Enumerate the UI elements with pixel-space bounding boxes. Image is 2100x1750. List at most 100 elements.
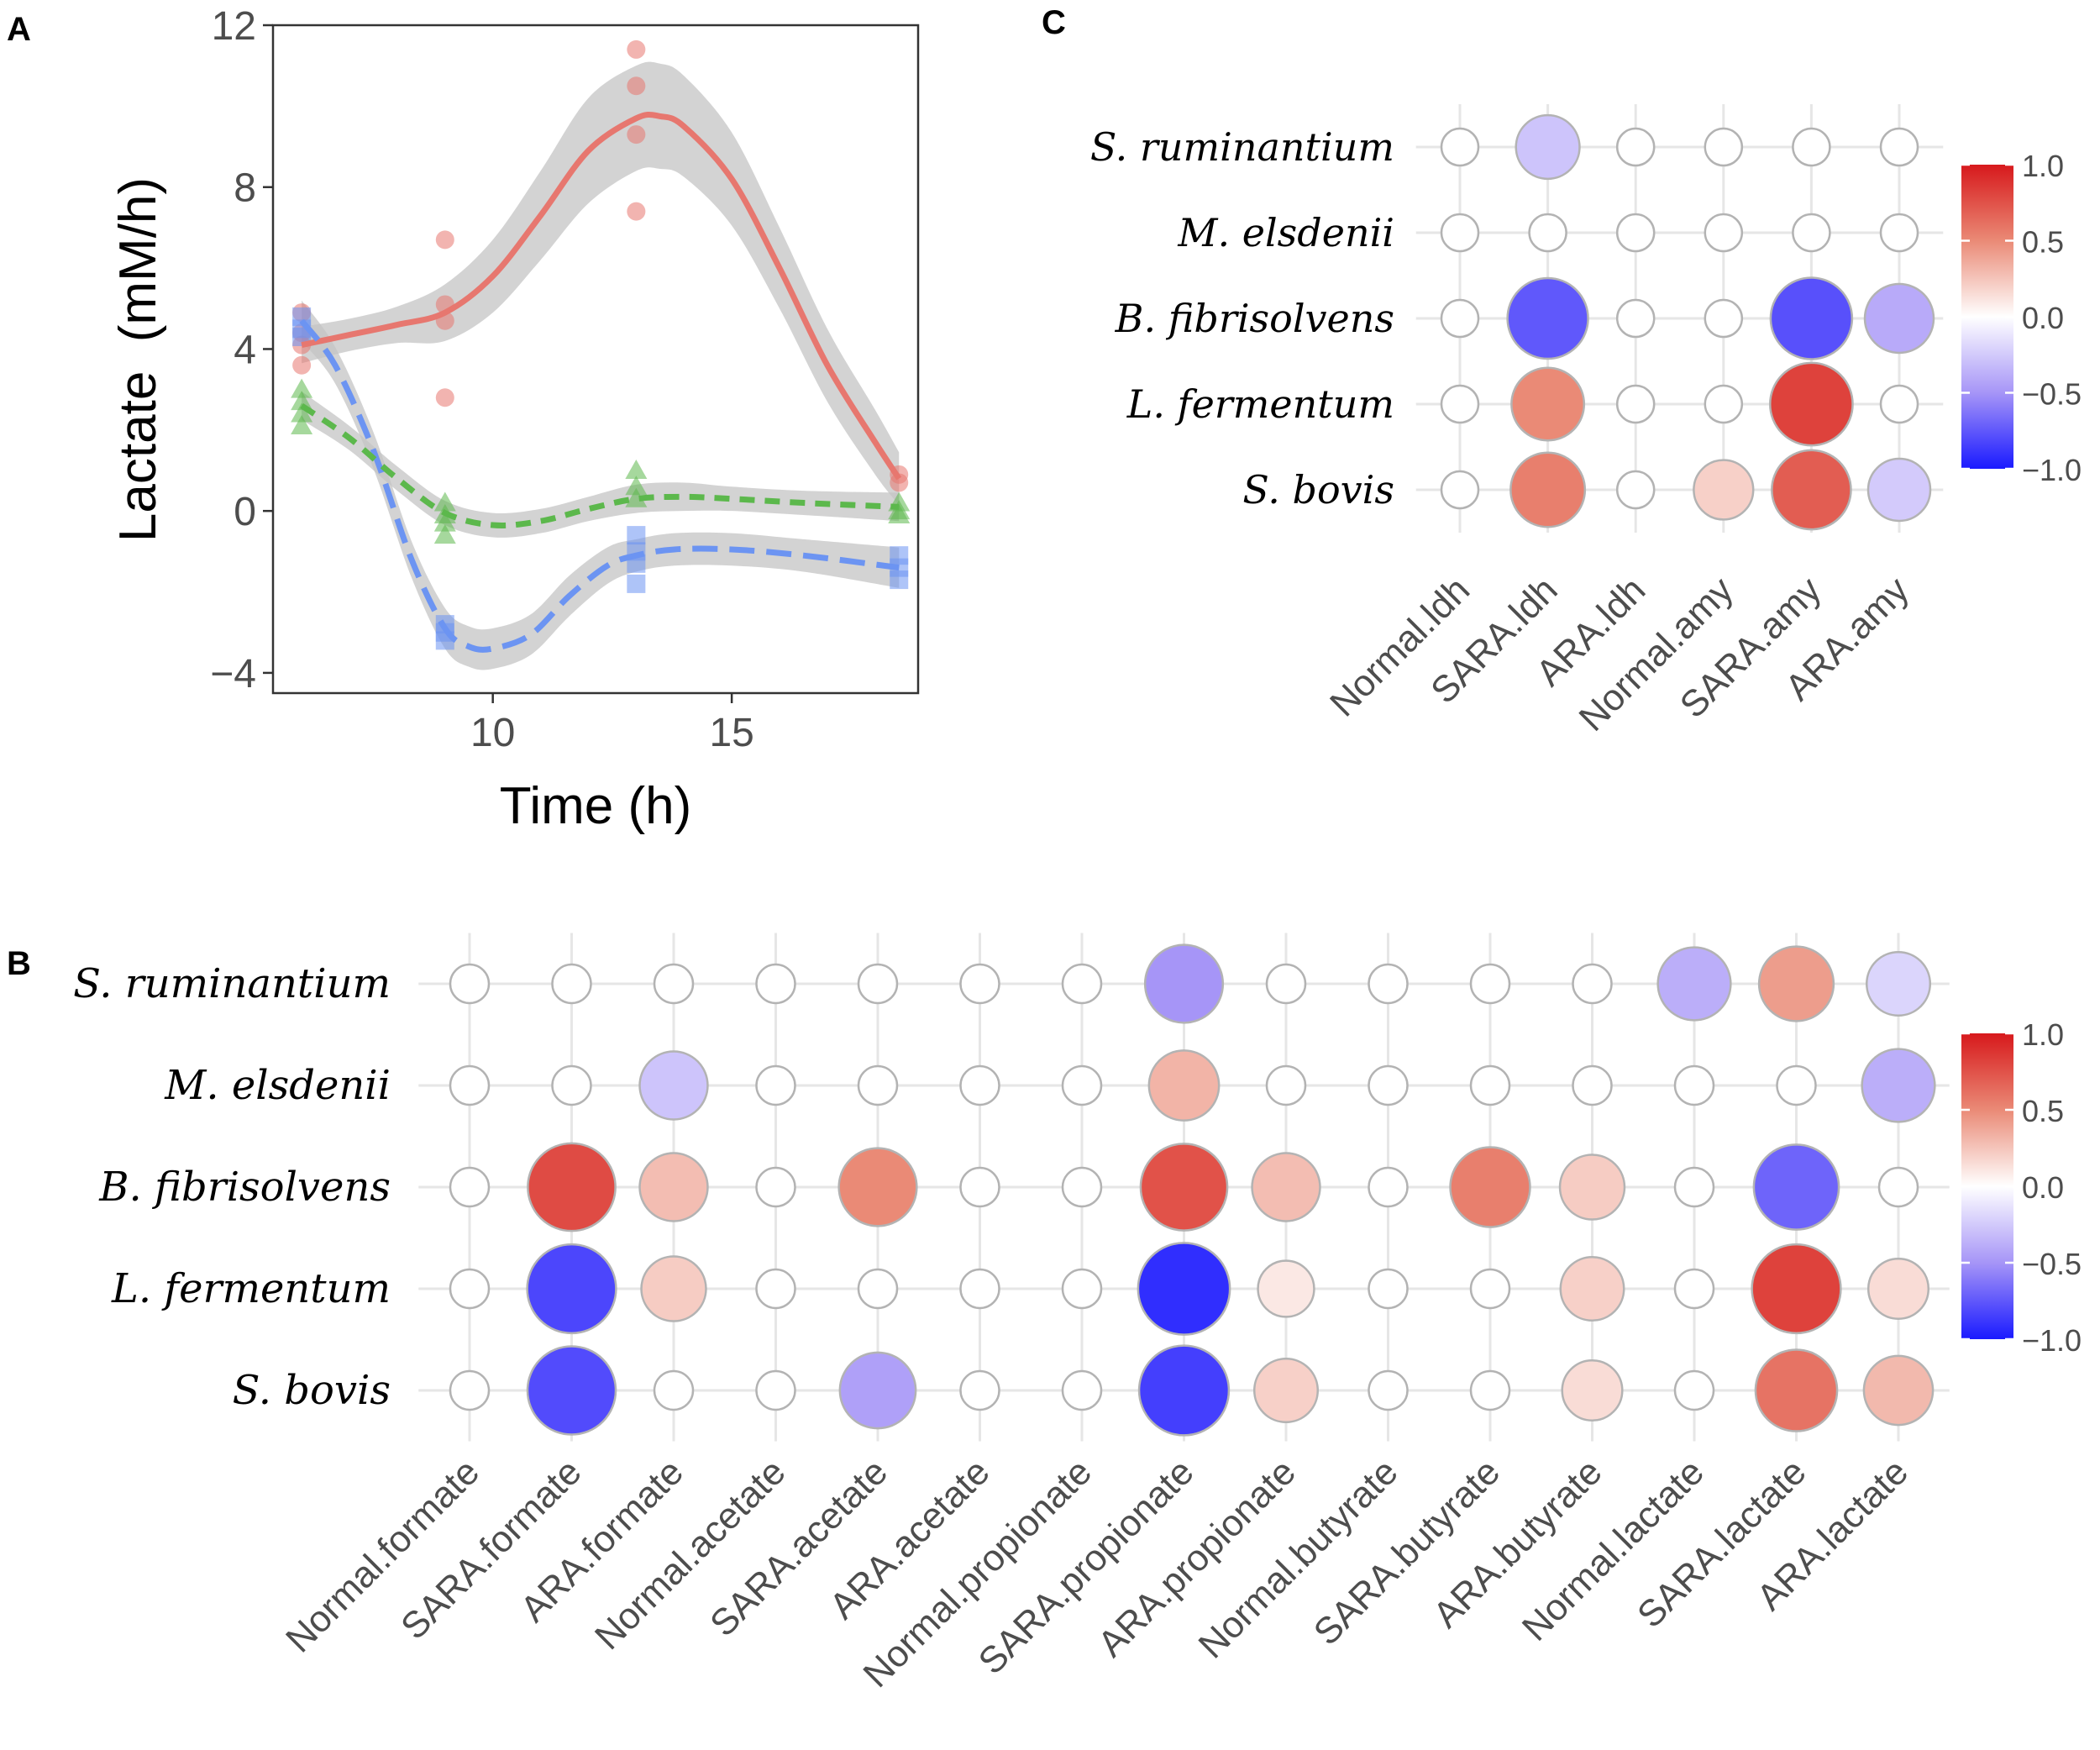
bubble-r4-c3: [755, 1369, 796, 1411]
bubble-r0-c2: [653, 963, 695, 1005]
bubble-r3-c7: [1137, 1242, 1231, 1336]
panel-c: C S. ruminantium M. elsdenii B. fibrisolve…: [1042, 4, 2082, 739]
row-label-4: S. bovis: [233, 1367, 391, 1414]
bubble-r3-c13: [1751, 1243, 1842, 1335]
bubble-r4-c8: [1252, 1357, 1320, 1424]
column-label-12: Normal.lactate: [1515, 1451, 1712, 1648]
bubble-r1-c9: [1368, 1064, 1409, 1106]
bubble-r1-c0: [449, 1064, 491, 1106]
legend-label-3: −0.5: [2022, 377, 2082, 412]
bubble-r1-c1: [551, 1064, 592, 1106]
bubble-r1-c2: [638, 1050, 709, 1121]
bubble-r2-c9: [1368, 1166, 1409, 1208]
point-ara-7: [433, 524, 456, 544]
bubble-r4-c10: [1469, 1369, 1511, 1411]
panel-a-y-axis-title: Lactate (mM/h): [109, 177, 167, 542]
panel-a-ribbons: [302, 61, 900, 670]
x-tick-label-1: 15: [709, 711, 753, 755]
point-ara-1: [291, 391, 313, 411]
bubble-r2-c11: [1558, 1154, 1626, 1221]
bubble-r2-c6: [1061, 1166, 1103, 1208]
bubble-r4-c4: [1771, 449, 1852, 531]
bubble-r1-c6: [1061, 1064, 1103, 1106]
panel-a-y-axis: −4 0 4 8 12: [210, 4, 273, 696]
bubble-r0-c8: [1265, 963, 1307, 1005]
bubble-r1-c3: [755, 1064, 796, 1106]
legend-label-2: 0.0: [2022, 301, 2064, 335]
bubble-r0-c5: [959, 963, 1000, 1005]
panel-a: A −4 0 4 8 12 10 15 Time (h) Lactate (mM/h): [7, 4, 920, 835]
row-label-0: S. ruminantium: [1090, 124, 1394, 170]
bubble-r0-c13: [1757, 945, 1835, 1022]
bubble-r0-c12: [1656, 946, 1732, 1022]
x-tick-label-0: 10: [470, 711, 515, 755]
row-label-3: L. fermentum: [111, 1265, 391, 1312]
panel-b-legend: 1.0 0.5 0.0 −0.5 −1.0: [1961, 1017, 2082, 1358]
legend-label-4: −1.0: [2022, 1323, 2082, 1358]
bubble-r0-c3: [1704, 127, 1744, 167]
bubble-r0-c4: [857, 963, 899, 1005]
row-label-1: M. elsdenii: [1177, 210, 1394, 255]
bubble-r1-c5: [1879, 213, 1919, 253]
bubble-r1-c14: [1861, 1048, 1936, 1123]
bubble-r4-c5: [959, 1369, 1000, 1411]
bubble-r2-c4: [1769, 276, 1854, 360]
point-ara-13: [888, 504, 911, 523]
bubble-r4-c5: [1866, 457, 1932, 523]
bubble-r3-c5: [1879, 384, 1919, 424]
point-ara-3: [291, 415, 313, 434]
bubble-r1-c10: [1469, 1064, 1511, 1106]
panel-label-a: A: [7, 11, 31, 48]
line-ara: [300, 403, 900, 528]
bubble-r1-c3: [1704, 213, 1744, 253]
bubble-r2-c12: [1673, 1166, 1715, 1208]
legend-label-0: 1.0: [2022, 1017, 2064, 1052]
bubble-r1-c1: [1528, 213, 1567, 253]
panel-label-c: C: [1042, 4, 1066, 41]
bubble-r3-c3: [1704, 384, 1744, 424]
bubble-r1-c2: [1615, 213, 1656, 253]
panel-a-lines: [299, 111, 902, 653]
bubble-r2-c8: [1251, 1152, 1321, 1222]
bubble-r3-c11: [1559, 1255, 1625, 1322]
bubble-r0-c5: [1879, 127, 1919, 167]
bubble-r2-c10: [1449, 1146, 1531, 1228]
legend-label-4: −1.0: [2022, 453, 2082, 487]
y-tick-label-4: 12: [212, 4, 256, 49]
panel-a-plot-border: [271, 24, 920, 695]
bubble-r1-c8: [1265, 1064, 1307, 1106]
legend-label-1: 0.5: [2022, 1094, 2064, 1128]
bubble-r1-c7: [1147, 1049, 1221, 1122]
column-label-4: SARA.acetate: [702, 1451, 895, 1644]
bubble-r0-c1: [551, 963, 592, 1005]
legend-label-3: −0.5: [2022, 1247, 2082, 1281]
point-ara-4: [433, 491, 456, 512]
y-tick-label-1: 0: [234, 490, 256, 534]
panel-a-x-axis-title: Time (h): [500, 777, 691, 835]
bubble-r3-c3: [755, 1268, 796, 1310]
point-normal-10: [627, 125, 646, 145]
bubble-r1-c11: [1572, 1064, 1613, 1106]
panel-b-bubbles: [449, 943, 1936, 1437]
bubble-r4-c14: [1862, 1354, 1935, 1427]
bubble-r0-c11: [1572, 963, 1613, 1005]
bubble-r2-c2: [1615, 298, 1656, 339]
bubble-r3-c0: [449, 1268, 491, 1310]
bubble-r3-c12: [1673, 1268, 1715, 1310]
bubble-r2-c14: [1877, 1166, 1919, 1208]
bubble-r3-c14: [1866, 1257, 1930, 1321]
point-sara-6: [627, 526, 646, 545]
point-ara-10: [625, 487, 648, 507]
line-sara: [299, 318, 900, 653]
bubble-r2-c5: [1863, 282, 1935, 355]
point-normal-11: [627, 202, 646, 221]
bubble-r2-c7: [1139, 1143, 1229, 1232]
bubble-r1-c12: [1673, 1064, 1715, 1106]
point-normal-3: [292, 355, 312, 375]
panel-c-row-labels: S. ruminantium M. elsdenii B. fibrisolvens…: [1090, 124, 1394, 512]
bubble-r0-c0: [1440, 127, 1480, 167]
bubble-r4-c2: [653, 1369, 695, 1411]
bubble-r4-c0: [449, 1369, 491, 1411]
bubble-r0-c7: [1143, 943, 1225, 1024]
